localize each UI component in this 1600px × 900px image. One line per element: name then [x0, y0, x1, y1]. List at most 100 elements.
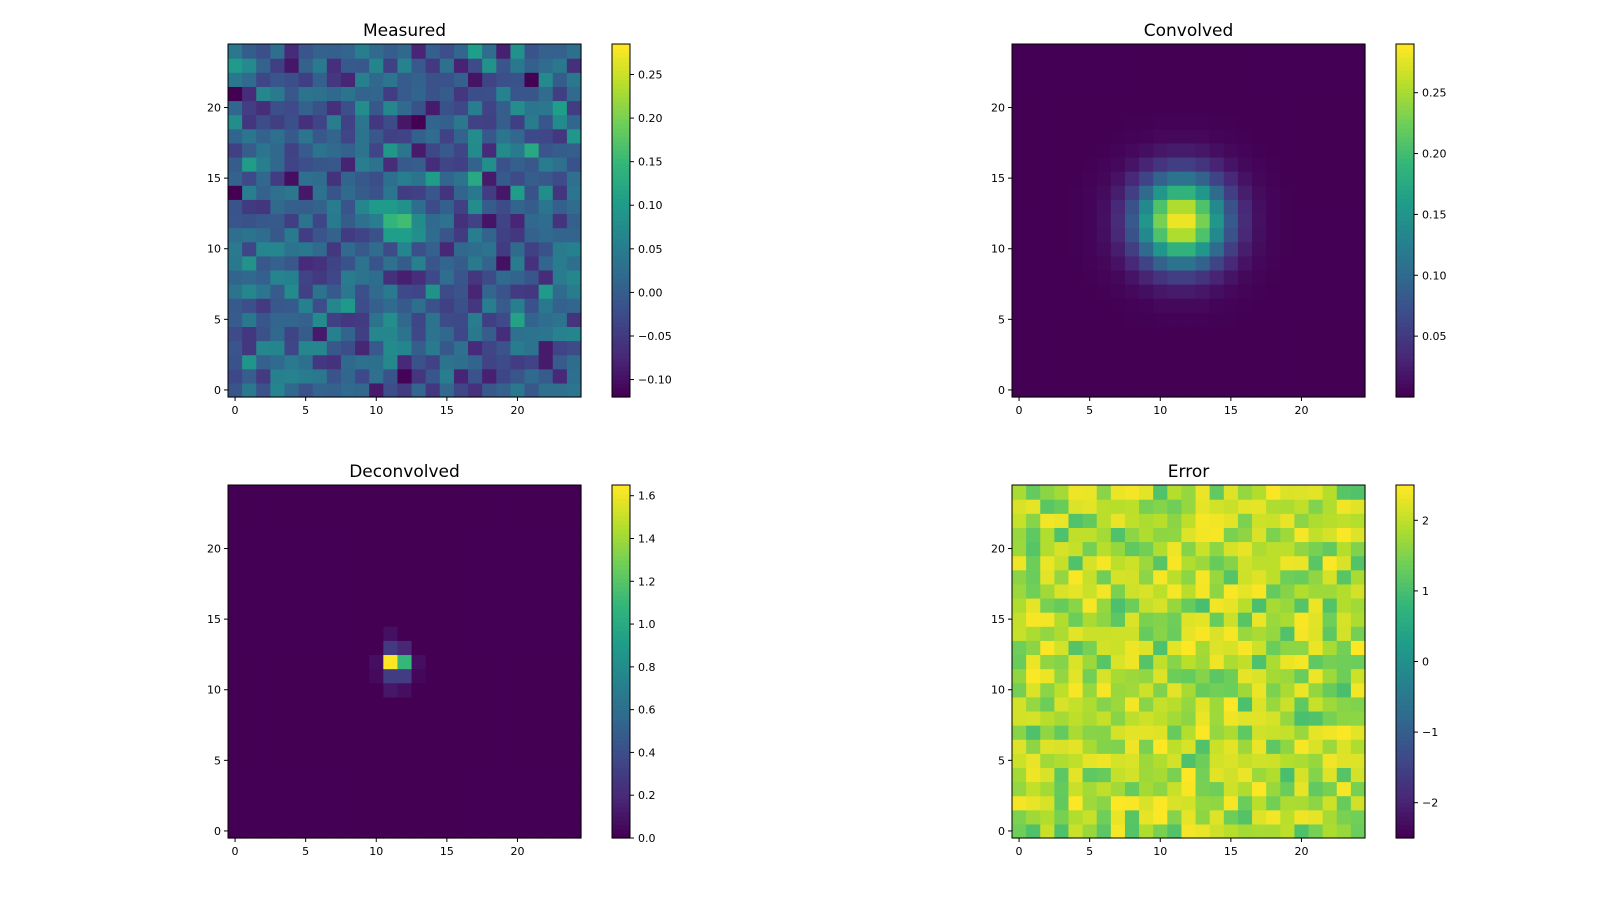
- heatmap-cell: [496, 171, 511, 186]
- heatmap-cell: [552, 696, 568, 712]
- heatmap-cell: [1054, 269, 1070, 285]
- heatmap-cell: [1308, 569, 1324, 585]
- heatmap-cell: [510, 368, 526, 384]
- heatmap-cell: [1209, 241, 1225, 257]
- heatmap-cell: [369, 569, 384, 585]
- heatmap-cell: [284, 171, 300, 186]
- heatmap-cell: [1153, 767, 1168, 783]
- heatmap-cell: [552, 44, 568, 59]
- heatmap-cell: [1096, 541, 1112, 557]
- heatmap-cell: [411, 485, 427, 500]
- heatmap-cell: [1139, 499, 1154, 514]
- heatmap-cell: [1124, 171, 1140, 186]
- heatmap-cell: [1153, 382, 1168, 398]
- heatmap-cell: [1350, 555, 1366, 571]
- heatmap-cell: [1294, 241, 1310, 257]
- heatmap-cell: [425, 312, 441, 327]
- heatmap-cell: [1124, 227, 1140, 243]
- heatmap-cell: [411, 753, 427, 768]
- heatmap-cell: [510, 640, 526, 656]
- heatmap-cell: [1124, 513, 1140, 528]
- heatmap-cell: [312, 612, 328, 627]
- colorbar-segment: [1396, 229, 1414, 235]
- colorbar-segment: [1396, 189, 1414, 195]
- heatmap-cell: [1082, 241, 1098, 257]
- heatmap-cell: [312, 199, 328, 215]
- heatmap-cell: [256, 626, 271, 641]
- heatmap-cell: [1237, 227, 1253, 243]
- colorbar-segment: [1396, 344, 1414, 350]
- heatmap-cell: [1139, 725, 1154, 740]
- heatmap-cell: [369, 171, 384, 186]
- heatmap-cell: [312, 597, 328, 613]
- heatmap-cell: [1308, 142, 1324, 158]
- heatmap-cell: [566, 382, 582, 398]
- heatmap-cell: [1096, 626, 1112, 641]
- colorbar-tick-label: 0.10: [1422, 269, 1447, 282]
- heatmap-cell: [1336, 284, 1352, 299]
- heatmap-cell: [1209, 58, 1225, 73]
- heatmap-cell: [1209, 781, 1225, 797]
- heatmap-cell: [482, 241, 497, 257]
- heatmap-cell: [1082, 156, 1098, 172]
- heatmap-cell: [1322, 241, 1338, 257]
- heatmap-cell: [1068, 513, 1084, 528]
- heatmap-cell: [1110, 795, 1126, 811]
- heatmap-cell: [1237, 354, 1253, 370]
- heatmap-cell: [1308, 44, 1324, 59]
- heatmap-cell: [1082, 255, 1098, 271]
- heatmap-cell: [496, 227, 511, 243]
- colorbar-segment: [612, 119, 630, 125]
- heatmap-cell: [1209, 795, 1225, 811]
- heatmap-cell: [1040, 795, 1055, 811]
- heatmap-cell: [1209, 626, 1225, 641]
- heatmap-cell: [439, 499, 455, 514]
- heatmap-cell: [1124, 499, 1140, 514]
- heatmap-cell: [1153, 612, 1168, 627]
- heatmap-cell: [1153, 499, 1168, 514]
- heatmap-cell: [524, 312, 540, 327]
- heatmap-cell: [1096, 241, 1112, 257]
- heatmap-cell: [340, 753, 356, 768]
- colorbar-segment: [1396, 304, 1414, 310]
- heatmap-cell: [1322, 739, 1338, 754]
- heatmap-cell: [1223, 767, 1239, 783]
- colorbar-segment: [612, 127, 630, 133]
- heatmap-cell: [312, 626, 328, 641]
- heatmap-cell: [284, 597, 300, 613]
- heatmap-cell: [326, 823, 342, 839]
- heatmap-cell: [1153, 696, 1168, 712]
- heatmap-cell: [228, 269, 243, 285]
- heatmap-cell: [1026, 795, 1041, 811]
- heatmap-cell: [1209, 382, 1225, 398]
- heatmap-cell: [326, 114, 342, 130]
- heatmap-cell: [1336, 640, 1352, 656]
- axes-frame: [227, 484, 582, 839]
- heatmap-cell: [1040, 114, 1055, 130]
- colorbar-segment: [612, 238, 630, 244]
- colorbar-segment: [612, 189, 630, 195]
- heatmap-cell: [1110, 227, 1126, 243]
- colorbar-segment: [1396, 379, 1414, 385]
- heatmap-cell: [1167, 241, 1183, 257]
- heatmap-cell: [1350, 739, 1366, 754]
- heatmap-cell: [496, 767, 511, 783]
- colorbar-segment: [612, 105, 630, 111]
- heatmap-cell: [425, 354, 441, 370]
- heatmap-cell: [1336, 199, 1352, 215]
- heatmap-cell: [383, 781, 399, 797]
- heatmap-cell: [1266, 725, 1281, 740]
- heatmap-cell: [1139, 213, 1154, 229]
- heatmap-cell: [1252, 185, 1267, 200]
- heatmap-cell: [256, 284, 271, 299]
- heatmap-cell: [1181, 199, 1197, 215]
- heatmap-cell: [340, 185, 356, 200]
- heatmap-cell: [552, 583, 568, 599]
- heatmap-cell: [453, 227, 469, 243]
- heatmap-cell: [369, 382, 384, 398]
- heatmap-cell: [312, 527, 328, 543]
- heatmap-cell: [326, 809, 342, 825]
- heatmap-cell: [566, 72, 582, 87]
- heatmap-cell: [1322, 326, 1338, 342]
- heatmap-cell: [1322, 58, 1338, 73]
